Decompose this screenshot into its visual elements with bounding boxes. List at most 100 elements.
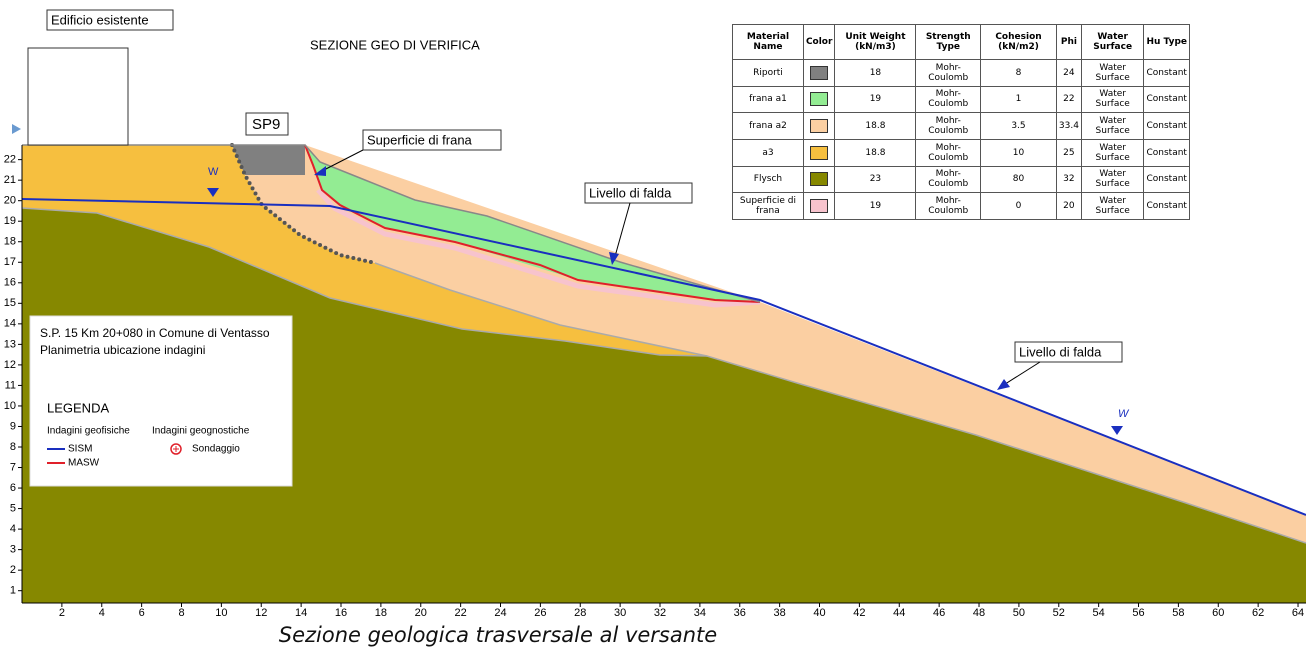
y-tick-label: 11: [5, 379, 16, 391]
table-cell: 19: [835, 193, 916, 220]
table-cell: Mohr-Coulomb: [916, 193, 981, 220]
x-tick-label: 54: [1093, 607, 1105, 619]
table-cell: 10: [981, 139, 1057, 166]
table-cell: Riporti: [733, 60, 804, 87]
x-tick-label: 40: [813, 607, 825, 619]
legend-label: MASW: [68, 458, 100, 469]
table-cell: 18: [835, 60, 916, 87]
y-tick-label: 3: [10, 544, 16, 556]
table-cell: Constant: [1144, 60, 1190, 87]
y-tick-label: 17: [4, 256, 16, 268]
x-tick-label: 4: [99, 607, 105, 619]
table-cell: Mohr-Coulomb: [916, 139, 981, 166]
table-cell: Constant: [1144, 86, 1190, 113]
x-tick-label: 46: [933, 607, 945, 619]
x-tick-label: 18: [375, 607, 387, 619]
x-tick-label: 56: [1132, 607, 1144, 619]
table-cell: Superficie di frana: [733, 193, 804, 220]
page: Edificio esistente SEZIONE GEO DI VERIFI…: [0, 0, 1306, 652]
y-tick-label: 15: [4, 297, 16, 309]
building: [28, 48, 128, 145]
y-tick-label: 22: [4, 154, 16, 166]
legend-label: SISM: [68, 444, 92, 455]
table-cell: Water Surface: [1081, 139, 1144, 166]
x-tick-label: 2: [59, 607, 65, 619]
x-tick-label: 34: [694, 607, 706, 619]
y-tick-label: 7: [10, 461, 16, 473]
table-cell: Flysch: [733, 166, 804, 193]
x-tick-label: 22: [455, 607, 467, 619]
x-tick-label: 64: [1292, 607, 1304, 619]
y-tick-label: 14: [4, 318, 16, 330]
water-mark: W: [208, 166, 219, 178]
table-cell: [803, 139, 835, 166]
x-tick-label: 44: [893, 607, 905, 619]
water-label: Livello di falda: [589, 185, 672, 200]
table-cell: Constant: [1144, 113, 1190, 140]
table-cell: 33.4: [1056, 113, 1081, 140]
table-cell: 23: [835, 166, 916, 193]
x-tick-label: 12: [255, 607, 267, 619]
color-swatch: [810, 172, 828, 186]
table-cell: 22: [1056, 86, 1081, 113]
column-header: Unit Weight (kN/m3): [835, 25, 916, 60]
table-row: frana a218.8Mohr-Coulomb3.533.4Water Sur…: [733, 113, 1190, 140]
arrowhead: [997, 379, 1010, 390]
table-row: Riporti18Mohr-Coulomb824Water SurfaceCon…: [733, 60, 1190, 87]
column-header: Cohesion (kN/m2): [981, 25, 1057, 60]
marker: [12, 124, 21, 134]
legend-group: Indagini geognostiche: [152, 426, 250, 437]
column-header: Color: [803, 25, 835, 60]
table-cell: Water Surface: [1081, 60, 1144, 87]
table-cell: 25: [1056, 139, 1081, 166]
table-cell: 1: [981, 86, 1057, 113]
table-cell: 0: [981, 193, 1057, 220]
x-tick-label: 28: [574, 607, 586, 619]
table-cell: [803, 193, 835, 220]
y-tick-label: 5: [10, 502, 16, 514]
x-tick-label: 38: [774, 607, 786, 619]
table-cell: Mohr-Coulomb: [916, 86, 981, 113]
legend-title: LEGENDA: [47, 400, 109, 415]
x-tick-label: 8: [178, 607, 184, 619]
legend-line: Planimetria ubicazione indagini: [40, 343, 205, 357]
table-cell: 24: [1056, 60, 1081, 87]
table-cell: [803, 60, 835, 87]
table-cell: 3.5: [981, 113, 1057, 140]
water-mark: W: [1118, 408, 1130, 420]
table-cell: 8: [981, 60, 1057, 87]
column-header: Water Surface: [1081, 25, 1144, 60]
x-tick-label: 6: [139, 607, 145, 619]
x-tick-label: 26: [534, 607, 546, 619]
y-tick-label: 6: [10, 482, 16, 494]
table-cell: frana a2: [733, 113, 804, 140]
color-swatch: [810, 146, 828, 160]
x-tick-label: 14: [295, 607, 307, 619]
x-tick-label: 48: [973, 607, 985, 619]
section-title: SEZIONE GEO DI VERIFICA: [310, 37, 480, 52]
water-label: Livello di falda: [1019, 344, 1102, 359]
x-tick-label: 50: [1013, 607, 1025, 619]
y-tick-label: 13: [4, 338, 16, 350]
color-swatch: [810, 199, 828, 213]
y-tick-label: 10: [4, 400, 16, 412]
column-header: Material Name: [733, 25, 804, 60]
slip-label: Superficie di frana: [367, 132, 473, 147]
caption: Sezione geologica trasversale al versant…: [0, 623, 996, 647]
table-cell: 20: [1056, 193, 1081, 220]
y-tick-label: 19: [4, 215, 16, 227]
table-cell: Water Surface: [1081, 193, 1144, 220]
x-tick-label: 20: [415, 607, 427, 619]
y-tick-label: 20: [4, 195, 16, 207]
y-tick-label: 8: [10, 441, 16, 453]
x-tick-label: 16: [335, 607, 347, 619]
table-cell: Water Surface: [1081, 113, 1144, 140]
x-tick-label: 60: [1212, 607, 1224, 619]
table-cell: [803, 86, 835, 113]
x-tick-label: 36: [734, 607, 746, 619]
y-tick-label: 2: [10, 564, 16, 576]
table-cell: 18.8: [835, 139, 916, 166]
y-tick-label: 1: [10, 585, 16, 597]
x-tick-label: 24: [494, 607, 506, 619]
